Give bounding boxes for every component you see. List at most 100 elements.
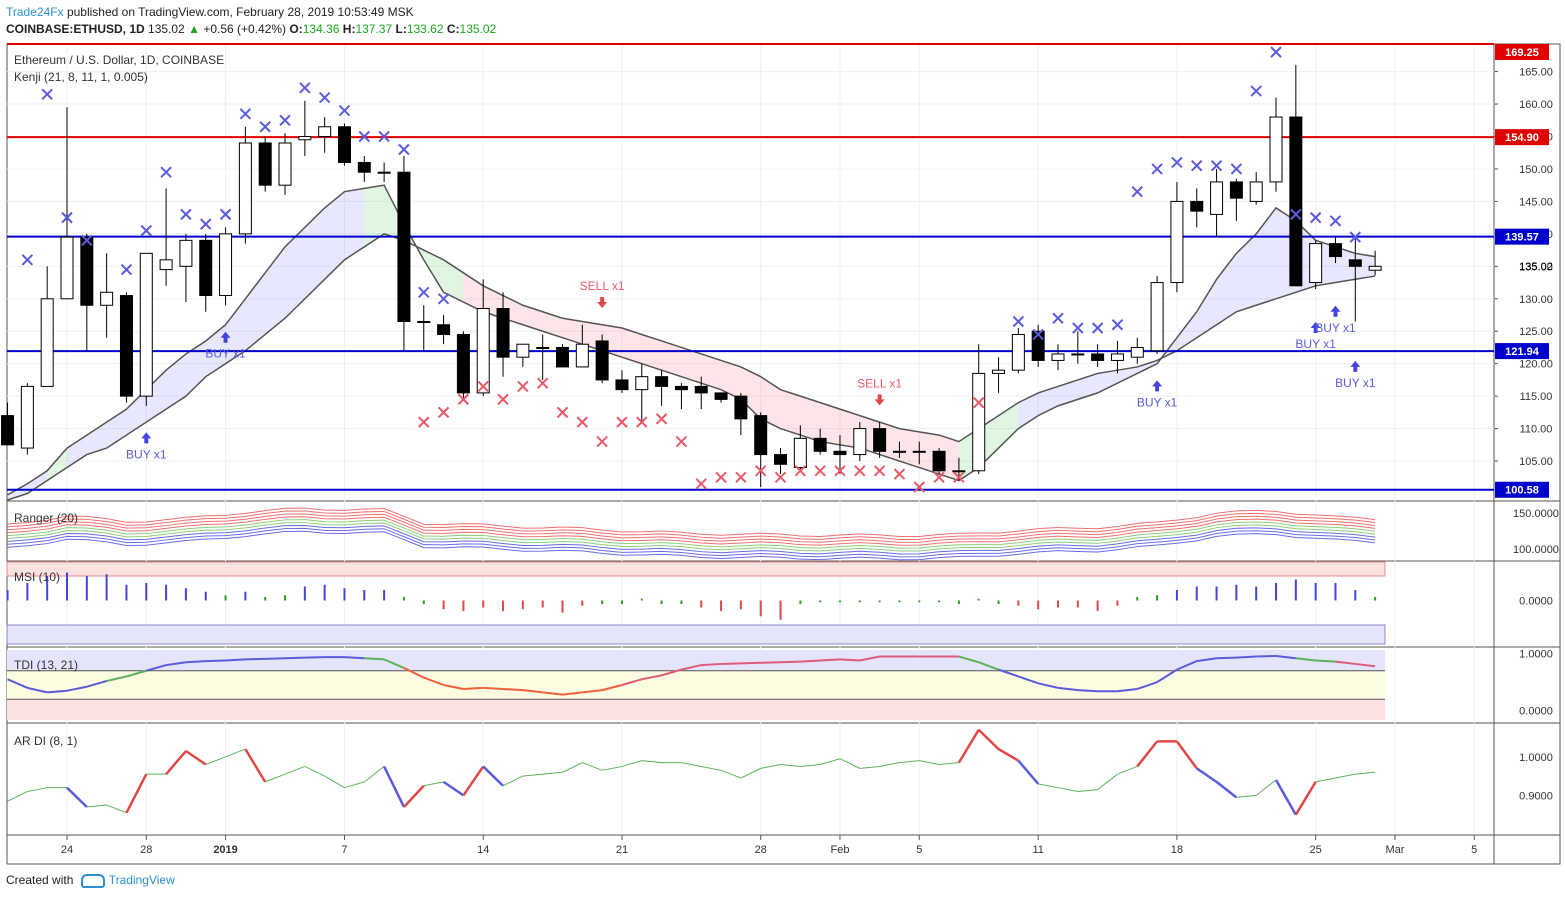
tdi-line-segment xyxy=(1156,668,1178,683)
open-value: 134.36 xyxy=(302,22,340,36)
signal-x-mark-blue xyxy=(41,88,53,101)
x-tick-label: 28 xyxy=(755,844,767,856)
ardi-line-segment xyxy=(800,764,821,767)
candle-body xyxy=(556,346,569,368)
x-tick-label: 5 xyxy=(1471,844,1477,856)
price-label-text: 154.90 xyxy=(1505,132,1539,144)
candle-body xyxy=(278,142,292,186)
kenji-cloud-segment xyxy=(562,318,583,345)
kenji-cloud-segment xyxy=(1097,370,1118,393)
high-value: 137.37 xyxy=(355,22,393,36)
ranger-band-line xyxy=(7,530,1376,561)
tdi-line-segment xyxy=(701,662,722,667)
msi-lower-zone xyxy=(6,624,1386,645)
candle-body xyxy=(20,385,34,449)
ardi-line-segment xyxy=(1057,787,1078,793)
signal-x-mark-red xyxy=(418,416,430,428)
y-tick-label: 110.00 xyxy=(1520,424,1553,436)
kenji-cloud-segment xyxy=(820,402,840,445)
kenji-cloud-segment xyxy=(166,353,186,410)
tdi-line-segment xyxy=(1216,656,1237,660)
candle-body xyxy=(199,239,213,297)
signal-x-mark-red xyxy=(973,396,985,409)
x-tick-label: 18 xyxy=(1171,844,1183,856)
signal-x-mark-blue xyxy=(1052,312,1064,324)
kenji-cloud-segment xyxy=(721,360,741,400)
signal-x-mark-blue xyxy=(140,224,152,237)
signal-x-mark-blue xyxy=(1012,315,1025,328)
tdi-line-segment xyxy=(760,661,781,664)
tdi-line-segment xyxy=(403,667,425,679)
y-tick-label: 145.00 xyxy=(1519,196,1553,208)
signal-x-mark-red xyxy=(497,393,509,406)
tdi-line-segment xyxy=(1236,655,1257,659)
kenji-cloud-segment xyxy=(304,207,325,299)
tdi-line-segment xyxy=(1136,681,1158,690)
tdi-line-segment xyxy=(820,658,841,662)
candle-body xyxy=(1150,282,1164,352)
ardi-line-segment xyxy=(7,791,28,802)
tdi-middle-zone xyxy=(7,670,1385,700)
x-tick-label: 7 xyxy=(341,844,347,856)
ardi-line-segment xyxy=(502,775,524,787)
candle-body xyxy=(972,372,986,472)
tdi-line-segment xyxy=(185,660,206,664)
ardi-line-segment xyxy=(522,773,543,777)
x-tick-label: 11 xyxy=(1032,844,1043,856)
footer: Created with TradingView xyxy=(6,873,175,888)
ardi-line-segment xyxy=(701,765,722,771)
ardi-line-segment xyxy=(859,765,880,769)
kenji-cloud-segment xyxy=(1018,392,1039,429)
candle-body xyxy=(1011,333,1025,371)
kenji-cloud-segment xyxy=(265,246,286,335)
buy-signal-label: BUY x1 xyxy=(1295,337,1336,351)
y-tick-label: 120.00 xyxy=(1519,359,1553,371)
signal-x-mark-blue xyxy=(398,143,410,156)
signal-x-mark-blue xyxy=(21,254,34,266)
chart-area[interactable]: 105.00 110.00 115.00 120.00 125.00 130.00 135.… xyxy=(0,0,1565,870)
tdi-line-segment xyxy=(106,675,127,682)
ardi-line-segment xyxy=(939,762,959,766)
author-link[interactable]: Trade24Fx xyxy=(6,5,64,19)
ranger-band-line xyxy=(7,524,1376,555)
up-triangle-icon: ▲ xyxy=(188,22,200,36)
signal-x-mark-blue xyxy=(1091,322,1104,334)
ardi-line-segment xyxy=(1196,767,1218,783)
tdi-line-segment xyxy=(1077,689,1098,693)
kenji-cloud-segment xyxy=(86,422,107,455)
ardi-line-segment xyxy=(1335,773,1356,779)
x-tick-label: 5 xyxy=(916,844,922,856)
tdi-line-segment xyxy=(1315,659,1336,663)
signal-x-mark-blue xyxy=(1230,163,1243,175)
tdi-line-segment xyxy=(998,668,1019,678)
tdi-line-segment xyxy=(839,658,860,662)
ardi-line-segment xyxy=(720,769,742,779)
signal-x-mark-red xyxy=(794,465,807,477)
ardi-line-segment xyxy=(403,784,425,808)
signal-x-mark-blue xyxy=(1072,322,1084,334)
candle-body xyxy=(1229,181,1243,199)
open-label: O: xyxy=(289,22,303,36)
signal-x-mark-blue xyxy=(1191,160,1203,172)
ardi-line-segment xyxy=(839,758,861,769)
kenji-cloud-segment xyxy=(7,483,28,500)
signal-x-mark-red xyxy=(457,393,470,406)
candle-body xyxy=(219,233,233,297)
candle-body xyxy=(1269,116,1283,183)
kenji-cloud-segment xyxy=(1077,373,1098,400)
ardi-line-segment xyxy=(1175,740,1198,770)
candle-body xyxy=(1071,353,1085,356)
candle-body xyxy=(992,369,1006,374)
tradingview-link[interactable]: TradingView xyxy=(108,873,175,887)
published-text: published on TradingView.com, February 2… xyxy=(66,5,414,19)
low-value: 133.62 xyxy=(406,22,444,36)
ranger-title: Ranger (20) xyxy=(14,511,78,525)
candle-body xyxy=(714,392,728,400)
signal-x-mark-blue xyxy=(378,130,390,143)
ardi-line-segment xyxy=(1077,789,1098,793)
sell-arrow-icon xyxy=(597,297,608,309)
signal-x-mark-blue xyxy=(1309,211,1322,224)
x-tick-label: 25 xyxy=(1310,844,1322,856)
candle-body xyxy=(813,437,827,452)
candle-body xyxy=(1289,116,1303,287)
